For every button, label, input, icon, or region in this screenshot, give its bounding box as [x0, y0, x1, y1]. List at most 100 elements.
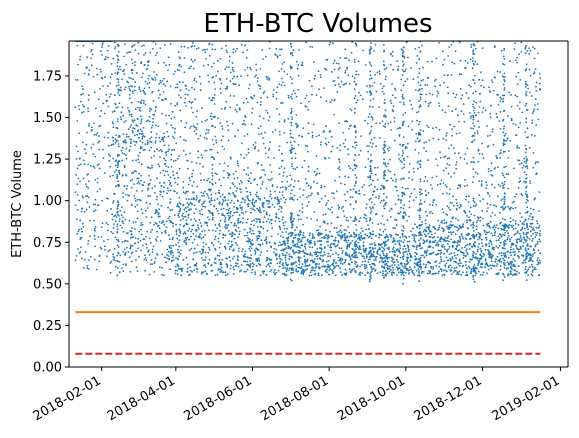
scatter-point — [429, 236, 432, 238]
scatter-point — [234, 195, 237, 198]
scatter-point — [178, 210, 181, 213]
scatter-point — [423, 240, 426, 243]
scatter-point — [175, 142, 178, 145]
scatter-point — [230, 264, 232, 267]
scatter-point — [170, 250, 173, 252]
scatter-point — [234, 242, 237, 244]
scatter-point — [484, 233, 487, 236]
scatter-point — [251, 201, 254, 204]
scatter-point — [537, 118, 540, 121]
scatter-point — [535, 226, 538, 229]
scatter-point — [309, 271, 312, 274]
scatter-point — [450, 74, 453, 76]
scatter-point — [129, 51, 132, 53]
scatter-point — [145, 259, 148, 262]
scatter-point — [255, 193, 257, 196]
scatter-point — [446, 250, 449, 253]
scatter-point — [529, 91, 531, 94]
scatter-point — [277, 244, 280, 247]
scatter-point — [319, 143, 322, 146]
scatter-point — [283, 228, 286, 230]
scatter-point — [83, 163, 86, 166]
scatter-point — [214, 249, 217, 251]
scatter-point — [280, 249, 283, 252]
scatter-point — [213, 97, 215, 99]
scatter-point — [522, 254, 525, 257]
scatter-point — [509, 139, 512, 142]
scatter-point — [164, 159, 167, 162]
scatter-point — [280, 258, 283, 261]
scatter-point — [151, 187, 154, 190]
scatter-point — [394, 96, 397, 99]
scatter-point — [301, 211, 304, 214]
scatter-point — [211, 211, 214, 214]
scatter-point — [170, 153, 173, 156]
scatter-point — [420, 234, 423, 237]
scatter-point — [495, 258, 497, 261]
scatter-point — [84, 250, 87, 253]
scatter-point — [268, 77, 271, 80]
scatter-point — [364, 251, 366, 254]
scatter-point — [276, 86, 279, 89]
scatter-point — [246, 66, 249, 69]
scatter-point — [310, 194, 312, 197]
scatter-point — [345, 229, 347, 232]
scatter-point — [496, 255, 499, 258]
scatter-point — [188, 274, 190, 277]
scatter-point — [265, 187, 268, 190]
scatter-point — [269, 193, 272, 196]
scatter-point — [490, 253, 493, 256]
scatter-point — [107, 85, 109, 87]
scatter-point — [304, 265, 307, 268]
scatter-point — [290, 197, 292, 199]
scatter-point — [364, 119, 366, 122]
scatter-point — [391, 50, 394, 53]
scatter-point — [233, 75, 236, 78]
scatter-point — [186, 263, 189, 266]
scatter-point — [148, 74, 150, 77]
scatter-point — [151, 248, 154, 251]
scatter-point — [466, 221, 468, 224]
scatter-point — [192, 60, 194, 63]
scatter-point — [261, 169, 264, 171]
scatter-point — [304, 178, 307, 181]
scatter-point — [104, 76, 106, 79]
scatter-point — [77, 150, 79, 153]
scatter-point — [192, 252, 195, 254]
scatter-point — [121, 220, 124, 223]
scatter-point — [81, 141, 84, 144]
scatter-point — [409, 252, 411, 255]
scatter-point — [447, 226, 450, 229]
scatter-point — [403, 103, 405, 106]
scatter-point — [499, 71, 501, 73]
scatter-point — [324, 253, 326, 256]
scatter-point — [325, 229, 327, 232]
scatter-point — [202, 165, 205, 168]
scatter-point — [525, 81, 527, 83]
scatter-point — [348, 254, 350, 256]
scatter-point — [539, 240, 542, 243]
scatter-point — [359, 232, 362, 235]
scatter-point — [493, 186, 496, 189]
scatter-point — [297, 74, 300, 77]
scatter-point — [207, 74, 210, 77]
scatter-point — [87, 94, 90, 97]
scatter-point — [74, 204, 77, 207]
scatter-point — [199, 82, 202, 85]
scatter-point — [75, 145, 78, 148]
scatter-point — [404, 80, 407, 83]
scatter-point — [374, 247, 376, 250]
scatter-point — [232, 214, 234, 217]
scatter-point — [491, 183, 493, 186]
scatter-point — [507, 187, 509, 190]
scatter-point — [440, 221, 443, 224]
scatter-point — [462, 223, 465, 226]
scatter-point — [483, 230, 486, 233]
scatter-point — [347, 263, 350, 265]
scatter-point — [441, 274, 444, 277]
scatter-point — [236, 47, 238, 50]
scatter-point — [130, 77, 132, 80]
scatter-point — [198, 201, 200, 204]
scatter-point — [390, 269, 392, 271]
scatter-point — [516, 270, 518, 273]
